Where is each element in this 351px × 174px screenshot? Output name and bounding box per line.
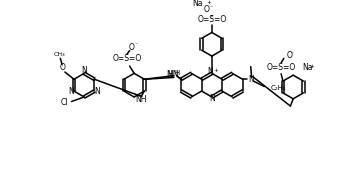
Text: N: N: [81, 66, 87, 75]
Text: N: N: [248, 75, 254, 84]
Text: ⁻: ⁻: [290, 52, 293, 57]
Text: C₂H₅: C₂H₅: [271, 85, 286, 91]
Text: O: O: [59, 63, 65, 72]
Text: NH: NH: [135, 95, 146, 104]
Text: CH₃: CH₃: [54, 52, 65, 57]
Text: N: N: [68, 87, 74, 96]
Text: +: +: [214, 68, 218, 73]
Text: O: O: [128, 42, 134, 52]
Text: O: O: [204, 5, 209, 14]
Text: N: N: [207, 67, 213, 76]
Text: +: +: [206, 0, 211, 5]
Text: +: +: [310, 65, 314, 69]
Text: HN: HN: [167, 70, 179, 79]
Text: ⁻: ⁻: [134, 44, 137, 49]
Text: ⁻: ⁻: [210, 6, 213, 11]
Text: O=S=O: O=S=O: [266, 63, 296, 72]
Text: Na: Na: [302, 63, 313, 72]
Text: Cl: Cl: [60, 98, 68, 107]
Text: N: N: [94, 87, 100, 96]
Text: O: O: [286, 51, 292, 60]
Text: Na: Na: [192, 0, 203, 8]
Text: N: N: [209, 94, 215, 103]
Text: H: H: [174, 70, 179, 76]
Text: O=S=O: O=S=O: [112, 54, 141, 63]
Text: O=S=O: O=S=O: [197, 15, 226, 24]
Text: N: N: [166, 70, 172, 79]
